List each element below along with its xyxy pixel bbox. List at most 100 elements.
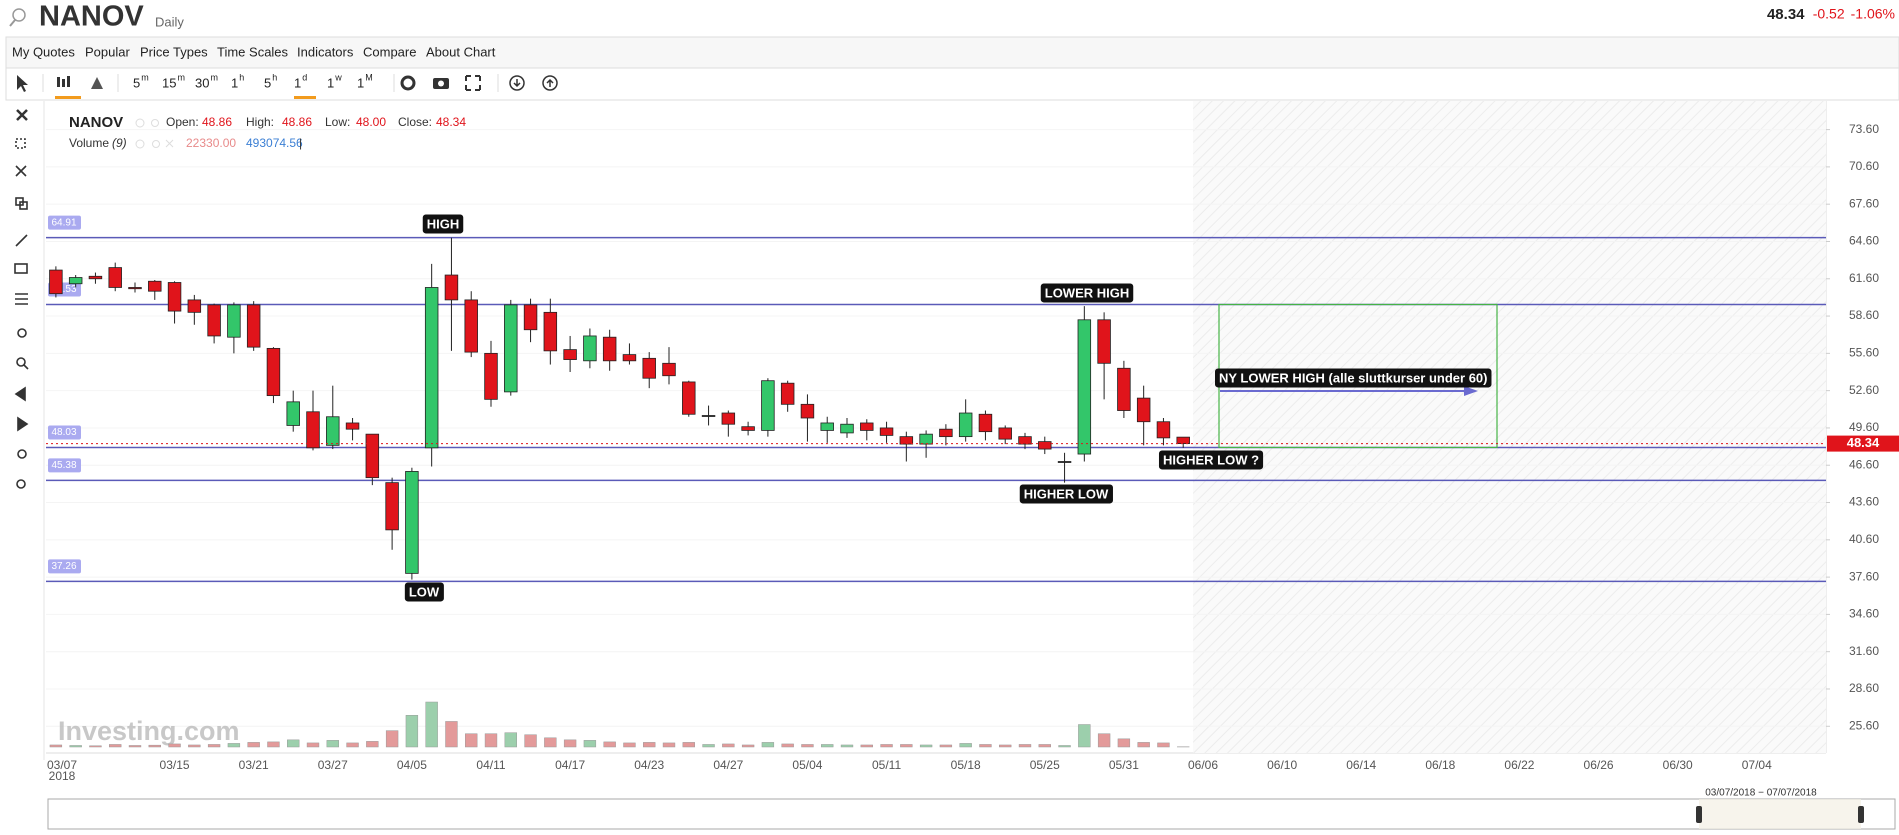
x-tick-label: 07/04 — [1742, 758, 1772, 772]
navigator-window[interactable] — [1699, 799, 1861, 829]
volume-bar — [168, 743, 181, 748]
timeframe[interactable]: 15 — [162, 75, 176, 90]
y-tick-label: 25.60 — [1849, 718, 1879, 732]
y-tick-label: 46.60 — [1849, 457, 1879, 471]
prev-tool[interactable] — [14, 386, 26, 402]
gear-icon[interactable] — [152, 140, 160, 148]
copy-tool — [19, 201, 28, 210]
volume-bar — [148, 744, 161, 748]
volume-bar — [919, 744, 933, 748]
menu-item[interactable]: About Chart — [426, 44, 496, 59]
eye-icon[interactable] — [135, 118, 145, 128]
annotation-box — [1215, 368, 1492, 388]
last-price-box — [1827, 435, 1899, 452]
timeframe[interactable]: 1 — [357, 75, 364, 90]
legend-label: Open: — [166, 115, 199, 129]
camera-lens — [438, 80, 444, 87]
candle-body — [345, 422, 360, 430]
timeframe[interactable]: 1 — [231, 75, 238, 90]
x-tick-label: 06/14 — [1346, 758, 1376, 772]
rect-tool[interactable] — [14, 263, 28, 274]
menu-item[interactable]: Time Scales — [217, 44, 289, 59]
candle-body — [622, 354, 637, 362]
arrow — [546, 78, 554, 87]
y-tick-label: 70.60 — [1849, 159, 1879, 173]
next-tool[interactable] — [17, 416, 29, 432]
candle-body — [207, 304, 221, 337]
candle-body — [365, 433, 380, 479]
y-tick-label: 28.60 — [1849, 681, 1879, 695]
volume-bar — [49, 744, 63, 748]
eye-icon[interactable] — [135, 139, 145, 149]
trendline-tool[interactable] — [15, 234, 28, 247]
fullscreen[interactable] — [465, 75, 481, 91]
volume-bar — [1097, 733, 1111, 748]
candle-body — [780, 382, 795, 405]
timeframe-unit: w — [334, 72, 342, 82]
candle-body — [662, 362, 676, 377]
volume-bar — [504, 732, 517, 748]
candle-body — [128, 287, 142, 290]
measure-tool[interactable] — [16, 479, 26, 489]
cloud-upload[interactable] — [542, 75, 558, 91]
y-tick-label: 55.60 — [1849, 346, 1879, 360]
x-tick-label: 04/17 — [555, 758, 585, 772]
magnet-tool[interactable] — [17, 449, 27, 459]
navigator-handle[interactable] — [1858, 806, 1864, 823]
area-type[interactable] — [91, 77, 103, 89]
gear-icon[interactable] — [151, 119, 159, 127]
remove-icon[interactable] — [165, 139, 174, 148]
timeframe[interactable]: 1 — [327, 75, 334, 90]
volume-bar — [880, 744, 893, 748]
brush-tool[interactable] — [17, 328, 27, 338]
timeframe[interactable]: 30 — [195, 75, 209, 90]
menu-item[interactable]: Popular — [85, 44, 130, 59]
menu: My Quotes Popular Price Types Time Scales In… — [12, 44, 496, 59]
menu-item[interactable]: Price Types — [140, 44, 208, 59]
watermark: Investing.com — [58, 716, 240, 746]
pointer-tool[interactable] — [17, 75, 28, 92]
volume-bar — [484, 733, 498, 748]
level-label-box — [48, 425, 81, 440]
close-tool[interactable] — [16, 109, 28, 121]
volume-bar — [999, 744, 1012, 748]
navigator[interactable] — [47, 798, 1896, 830]
volume-bar — [188, 744, 201, 748]
y-tick-label: 52.60 — [1849, 383, 1879, 397]
timeframe-unit: m — [210, 72, 218, 82]
menu-item[interactable]: Indicators — [297, 44, 354, 59]
x-tick-label: 04/27 — [713, 758, 743, 772]
cloud-download[interactable] — [509, 75, 525, 91]
annotation-box — [1019, 484, 1113, 504]
volume-bar — [405, 715, 419, 748]
legend-value: 48.34 — [436, 115, 466, 129]
menu-item[interactable]: Compare — [363, 44, 416, 59]
candle-body — [286, 401, 300, 426]
annotation: LOWER HIGH — [1045, 285, 1130, 300]
zoom-tool[interactable] — [16, 357, 26, 367]
timeframe-unit: M — [365, 72, 373, 82]
menu-item[interactable]: My Quotes — [12, 44, 75, 59]
settings[interactable] — [400, 75, 416, 91]
level-label: 64.91 — [51, 217, 76, 228]
timeframe[interactable]: 5 — [133, 75, 140, 90]
fib-tool[interactable] — [15, 293, 28, 305]
candle-body — [800, 403, 815, 419]
volume-bar — [741, 744, 755, 748]
candle-body — [1038, 441, 1052, 450]
search-icon[interactable] — [12, 8, 26, 22]
timeframe[interactable]: 1 — [294, 75, 301, 90]
volume-bar — [544, 737, 557, 748]
cross-tool[interactable] — [15, 165, 27, 177]
candle-body — [721, 412, 736, 425]
timeframe[interactable]: 5 — [264, 75, 271, 90]
level-label: 37.26 — [51, 561, 76, 572]
select-tool[interactable] — [15, 138, 26, 149]
x-tick-label: 05/18 — [951, 758, 981, 772]
x-tick-label: 04/11 — [476, 758, 505, 772]
candle-body — [998, 427, 1012, 440]
candles-type[interactable] — [55, 76, 81, 99]
navigator-handle[interactable] — [1696, 806, 1702, 823]
volume-bar — [227, 743, 241, 748]
level-label-box — [48, 458, 81, 473]
